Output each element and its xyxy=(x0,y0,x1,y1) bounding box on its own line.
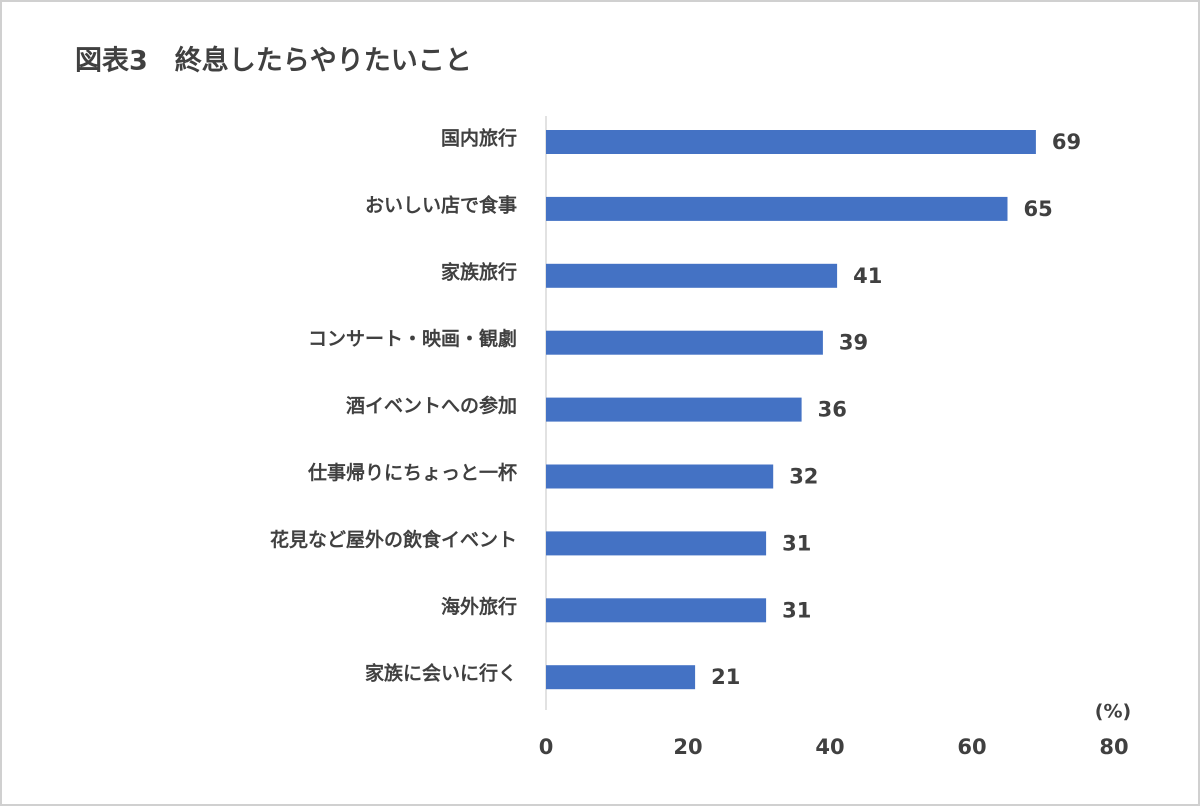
bar xyxy=(546,464,774,489)
value-label: 36 xyxy=(818,398,847,422)
chart-title: 図表3 終息したらやりたいこと xyxy=(75,45,472,77)
value-label: 21 xyxy=(711,665,740,689)
value-label: 69 xyxy=(1052,130,1081,154)
x-tick-label: 40 xyxy=(815,735,844,759)
x-tick-label: 80 xyxy=(1099,735,1128,759)
bar xyxy=(546,263,838,288)
bar xyxy=(546,330,823,355)
y-tick-label: 国内旅行 xyxy=(441,127,517,150)
y-tick-label: 家族に会いに行く xyxy=(365,662,517,685)
y-tick-label: おいしい店で食事 xyxy=(365,193,517,216)
value-label: 32 xyxy=(789,465,818,489)
y-tick-label: 花見など屋外の飲食イベント xyxy=(270,528,517,551)
y-tick-label: コンサート・映画・観劇 xyxy=(308,327,517,350)
value-label: 31 xyxy=(782,531,811,555)
bar xyxy=(546,397,802,422)
x-unit-label: (%) xyxy=(1095,701,1131,723)
y-tick-label: 海外旅行 xyxy=(441,595,517,618)
x-tick-label: 0 xyxy=(539,735,554,759)
value-label: 31 xyxy=(782,598,811,622)
y-tick-label: 仕事帰りにちょっと一杯 xyxy=(307,461,517,484)
x-tick-label: 20 xyxy=(673,735,702,759)
bar xyxy=(546,531,767,556)
value-label: 39 xyxy=(839,331,868,355)
y-tick-label: 家族旅行 xyxy=(441,260,517,283)
y-tick-label: 酒イベントへの参加 xyxy=(346,394,517,417)
bar xyxy=(546,598,767,623)
bar xyxy=(546,665,696,690)
bar xyxy=(546,196,1008,221)
x-tick-label: 60 xyxy=(957,735,986,759)
bar xyxy=(546,130,1036,154)
value-label: 65 xyxy=(1024,197,1053,221)
value-label: 41 xyxy=(853,264,882,288)
